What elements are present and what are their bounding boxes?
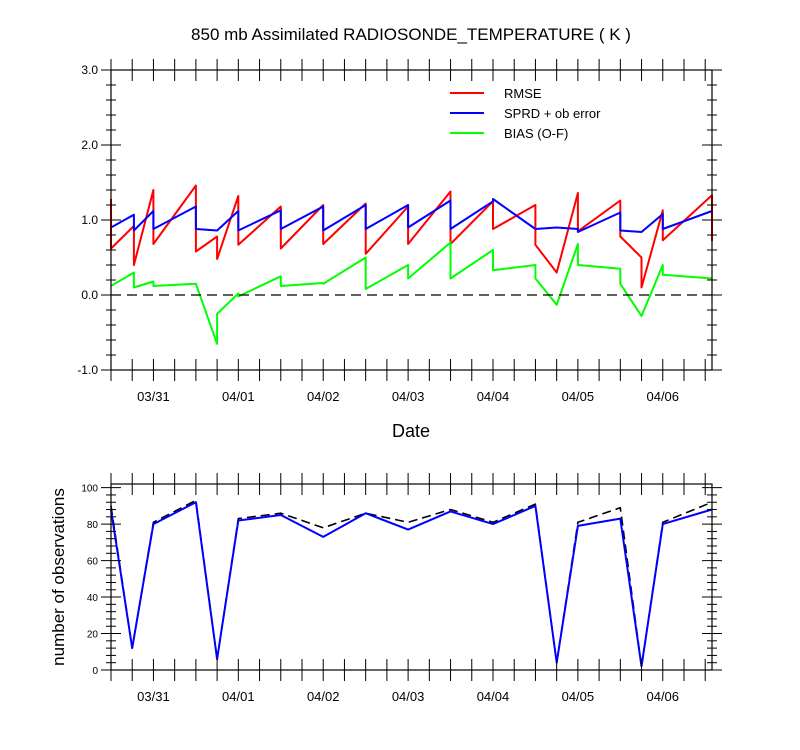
bot-x-tick-label: 04/03 [392, 689, 425, 704]
legend: RMSE SPRD + ob error BIAS (O-F) [450, 86, 601, 141]
chart-title: 850 mb Assimilated RADIOSONDE_TEMPERATUR… [191, 25, 631, 44]
top-series-line-rmse [110, 184, 713, 289]
bot-y-tick-label: 0 [92, 666, 98, 677]
top-series-line-sprd-ob-error [110, 198, 713, 233]
bot-y-tick-label: 40 [87, 593, 99, 604]
top-x-tick-label: 03/31 [137, 389, 170, 404]
bot-y-tick-label: 60 [87, 557, 99, 568]
top-x-tick-label: 04/02 [307, 389, 340, 404]
bot-y-tick-label: 80 [87, 520, 99, 531]
x-axis-label: Date [392, 421, 430, 441]
bot-series-line-possible [110, 499, 713, 668]
top-x-tick-label: 04/03 [392, 389, 425, 404]
legend-label-rmse: RMSE [504, 86, 542, 101]
top-y-tick-label: -1.0 [77, 363, 98, 377]
bot-y-tick-label: 20 [87, 630, 99, 641]
top-x-tick-labels: 03/31 04/01 04/02 04/03 04/04 04/05 04/06 [137, 389, 679, 404]
top-y-tick-label: 0.0 [81, 288, 98, 302]
top-series-line-bias-o-f [110, 241, 713, 345]
bot-x-tick-label: 04/05 [562, 689, 595, 704]
bot-x-tick-label: 04/04 [477, 689, 510, 704]
bottom-x-tick-labels: 03/31 04/01 04/02 04/03 04/04 04/05 04/06 [137, 689, 679, 704]
top-x-tick-label: 04/06 [646, 389, 679, 404]
bot-y-tick-label: 100 [81, 484, 98, 495]
top-y-tick-label: 1.0 [81, 213, 98, 227]
bottom-plot-frame [110, 483, 713, 671]
bottom-series-group [110, 499, 713, 668]
top-plot-frame [110, 69, 713, 371]
top-y-tick-labels: -1.0 0.0 1.0 2.0 3.0 [77, 63, 98, 377]
bot-x-tick-label: 04/06 [646, 689, 679, 704]
bottom-chart-panel: 0 20 40 60 80 100 03/31 04/01 04/02 04/03 04/04 04… [49, 473, 722, 704]
bot-x-tick-label: 04/02 [307, 689, 340, 704]
top-x-tick-label: 04/01 [222, 389, 255, 404]
bot-x-tick-label: 04/01 [222, 689, 255, 704]
top-x-tick-label: 04/04 [477, 389, 510, 404]
top-ticks [101, 59, 722, 381]
y-axis-label: number of observations [49, 488, 68, 666]
top-x-tick-label: 04/05 [562, 389, 595, 404]
top-y-tick-label: 3.0 [81, 63, 98, 77]
top-chart-panel: -1.0 0.0 1.0 2.0 3.0 03/31 04/01 04/02 04/03 04/… [77, 59, 722, 441]
bot-series-line-assimilated [110, 501, 713, 668]
top-y-tick-label: 2.0 [81, 138, 98, 152]
bottom-y-tick-labels: 0 20 40 60 80 100 [81, 484, 98, 677]
legend-label-sprd-ob-error: SPRD + ob error [504, 106, 601, 121]
legend-label-bias-o-f: BIAS (O-F) [504, 126, 568, 141]
bot-x-tick-label: 03/31 [137, 689, 170, 704]
top-series-group [110, 184, 713, 345]
